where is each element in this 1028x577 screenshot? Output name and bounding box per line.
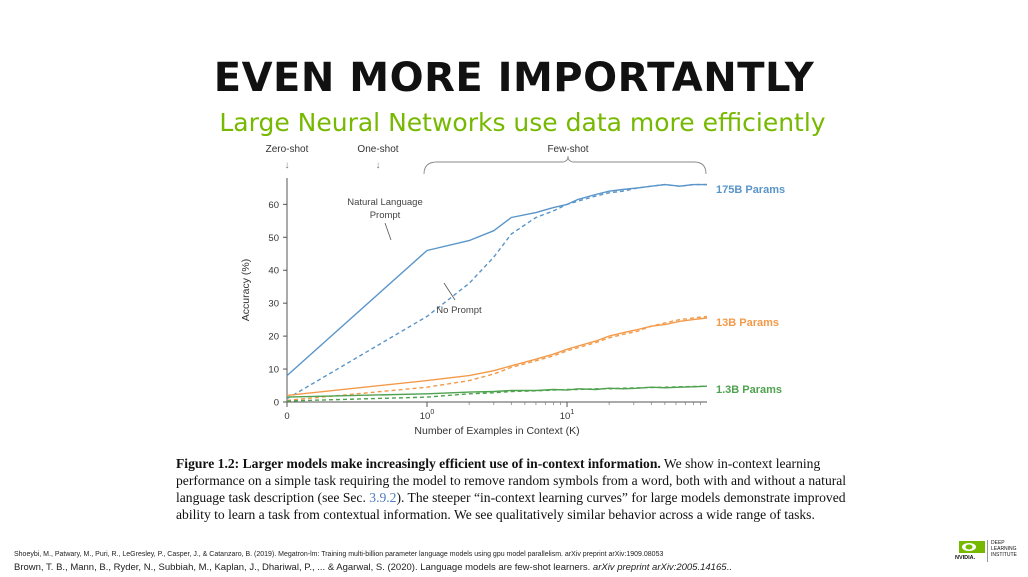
chart: Zero-shot One-shot Few-shot ↓ ↓ 0 10 20 30 4…	[232, 140, 812, 440]
reference-brown-end: ..	[726, 562, 732, 573]
region-label-zero-shot: Zero-shot	[266, 144, 309, 155]
series-group	[286, 183, 708, 402]
y-tick-label: 60	[268, 200, 279, 211]
logo-line-3: INSTITUTE	[991, 552, 1017, 558]
caption-section-link[interactable]: 3.9.2	[369, 490, 397, 505]
x-tick-label: 0	[284, 411, 289, 422]
series-line-175b-solid	[286, 183, 707, 377]
annotation-nl-prompt-line2: Prompt	[370, 210, 401, 221]
logo-text: DEEP LEARNING INSTITUTE	[991, 540, 1025, 558]
annotation-nl-prompt-line1: Natural Language	[347, 197, 423, 208]
annotation-no-prompt-pointer	[443, 282, 456, 301]
region-label-one-shot: One-shot	[357, 144, 398, 155]
label-13b-params: 13B Params	[716, 317, 779, 329]
y-tick-label: 50	[268, 233, 279, 244]
y-tick-label: 10	[268, 365, 279, 376]
one-shot-arrow-icon: ↓	[376, 160, 381, 171]
annotation-no-prompt: No Prompt	[436, 305, 482, 316]
series-line-13b-solid	[286, 317, 708, 397]
y-tick-label: 20	[268, 332, 279, 343]
y-ticks: 0 10 20 30 40 50 60	[268, 200, 287, 409]
reference-brown-journal: arXiv preprint arXiv:2005.14165	[592, 562, 727, 573]
region-label-few-shot: Few-shot	[547, 144, 588, 155]
nvidia-eye-icon	[959, 541, 985, 553]
annotation-nl-prompt-pointer	[384, 222, 392, 241]
y-tick-label: 40	[268, 266, 279, 277]
nvidia-dli-logo: NVIDIA. DEEP LEARNING INSTITUTE	[955, 540, 1023, 564]
reference-brown-main: Brown, T. B., Mann, B., Ryder, N., Subbi…	[14, 562, 593, 573]
figure-caption: Figure 1.2: Larger models make increasin…	[176, 455, 864, 523]
label-175b-params: 175B Params	[716, 184, 785, 196]
logo-divider	[987, 540, 988, 562]
slide-title: EVEN MORE IMPORTANTLY	[213, 55, 815, 101]
caption-label: Figure 1.2: Larger models make increasin…	[176, 456, 661, 471]
logo-brand: NVIDIA.	[955, 555, 976, 561]
y-tick-label: 0	[274, 398, 279, 409]
series-line-175b-dashed	[286, 183, 707, 400]
reference-brown: Brown, T. B., Mann, B., Ryder, N., Subbi…	[14, 562, 732, 573]
x-tick-label: 100	[420, 409, 435, 422]
series-line-13b-dashed	[286, 315, 708, 402]
x-tick-label: 101	[560, 409, 575, 422]
y-tick-label: 30	[268, 299, 279, 310]
few-shot-brace	[423, 155, 707, 175]
label-1-3b-params: 1.3B Params	[716, 384, 782, 396]
logo-line-2: LEARNING	[991, 546, 1017, 552]
x-axis-label: Number of Examples in Context (K)	[414, 425, 579, 437]
slide-subtitle: Large Neural Networks use data more effi…	[219, 108, 826, 137]
caption-text-after-ref: ). The steeper “in-context learning curv…	[176, 490, 846, 522]
zero-shot-arrow-icon: ↓	[285, 160, 290, 171]
logo-line-1: DEEP	[991, 540, 1005, 546]
x-ticks: 0 100 101	[284, 402, 701, 422]
reference-shoeybi: Shoeybi, M., Patwary, M., Puri, R., LeGr…	[14, 551, 664, 558]
caption-text-before-ref: We show in-context learning performance …	[176, 456, 847, 505]
series-line-1-3b-dashed	[286, 385, 708, 402]
y-axis-label: Accuracy (%)	[240, 259, 252, 321]
